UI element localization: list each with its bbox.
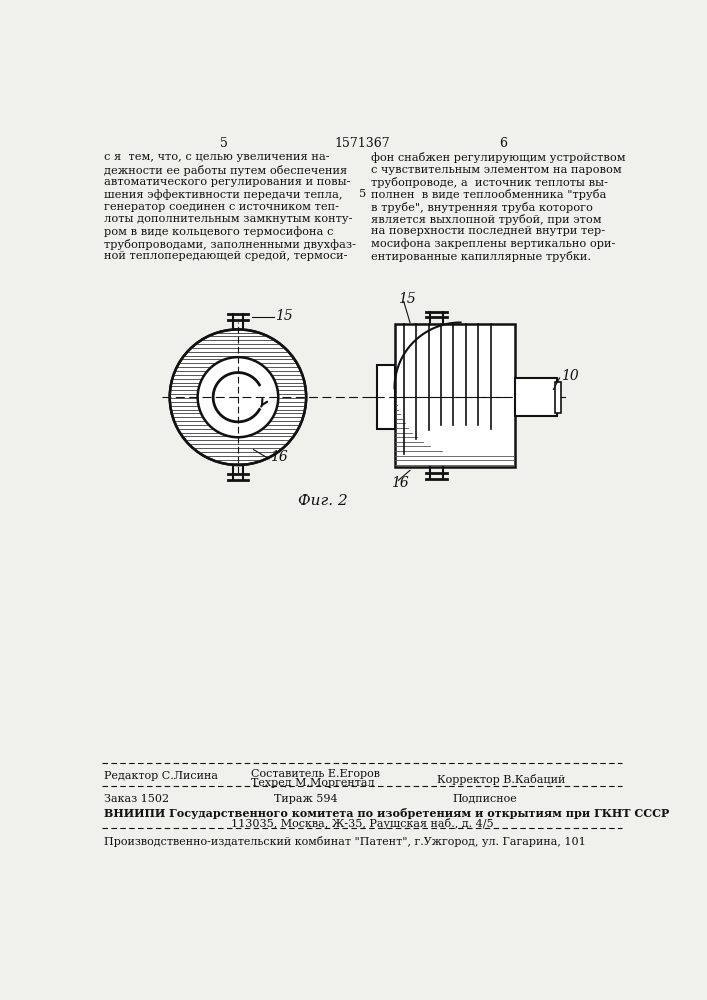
Text: 16: 16 (391, 476, 409, 490)
Text: ентированные капиллярные трубки.: ентированные капиллярные трубки. (371, 251, 591, 262)
Text: 15: 15 (275, 309, 293, 323)
Text: трубопроводами, заполненными двухфаз-: трубопроводами, заполненными двухфаз- (104, 239, 356, 250)
Text: ВНИИПИ Государственного комитета по изобретениям и открытиям при ГКНТ СССР: ВНИИПИ Государственного комитета по изоб… (104, 808, 669, 819)
Text: 10: 10 (561, 369, 579, 383)
Text: 6: 6 (499, 137, 507, 150)
Text: 1571367: 1571367 (334, 137, 390, 150)
Text: фон снабжен регулирующим устройством: фон снабжен регулирующим устройством (371, 152, 626, 163)
Bar (395, 324, 515, 466)
Text: Подписное: Подписное (452, 794, 518, 804)
Text: с чувствительным элементом на паровом: с чувствительным элементом на паровом (371, 165, 622, 175)
Circle shape (198, 357, 279, 437)
Text: Фиг. 2: Фиг. 2 (298, 494, 347, 508)
Bar (555, 382, 561, 413)
Text: лоты дополнительным замкнутым конту-: лоты дополнительным замкнутым конту- (104, 214, 352, 224)
Text: ром в виде кольцевого термосифона с: ром в виде кольцевого термосифона с (104, 226, 333, 237)
Text: в трубе", внутренняя труба которого: в трубе", внутренняя труба которого (371, 202, 593, 213)
Text: с я  тем, что, с целью увеличения на-: с я тем, что, с целью увеличения на- (104, 152, 329, 162)
Text: Редактор С.Лисина: Редактор С.Лисина (104, 771, 218, 781)
Text: генератор соединен с источником теп-: генератор соединен с источником теп- (104, 202, 339, 212)
Bar (515, 378, 557, 416)
Text: шения эффективности передачи тепла,: шения эффективности передачи тепла, (104, 189, 342, 200)
Text: 113035, Москва, Ж-35, Раушская наб., д. 4/5: 113035, Москва, Ж-35, Раушская наб., д. … (231, 818, 494, 829)
Text: Техред М.Моргентал: Техред М.Моргентал (251, 778, 375, 788)
Text: автоматического регулирования и повы-: автоматического регулирования и повы- (104, 177, 351, 187)
Text: Тираж 594: Тираж 594 (274, 794, 338, 804)
Text: 16: 16 (271, 450, 288, 464)
Text: Корректор В.Кабаций: Корректор В.Кабаций (437, 774, 566, 785)
Text: Составитель Е.Егоров: Составитель Е.Егоров (251, 769, 380, 779)
Text: ной теплопередающей средой, термоси-: ной теплопередающей средой, термоси- (104, 251, 347, 261)
Text: Заказ 1502: Заказ 1502 (104, 794, 169, 804)
Text: 5: 5 (358, 189, 366, 199)
Text: Производственно-издательский комбинат "Патент", г.Ужгород, ул. Гагарина, 101: Производственно-издательский комбинат "П… (104, 836, 585, 847)
Bar (378, 365, 395, 429)
Text: полнен  в виде теплообменника "труба: полнен в виде теплообменника "труба (371, 189, 607, 200)
Text: мосифона закреплены вертикально ори-: мосифона закреплены вертикально ори- (371, 239, 616, 249)
Text: является выхлопной трубой, при этом: является выхлопной трубой, при этом (371, 214, 602, 225)
Text: дежности ее работы путем обеспечения: дежности ее работы путем обеспечения (104, 165, 347, 176)
Circle shape (170, 329, 306, 465)
Text: трубопроводе, а  источник теплоты вы-: трубопроводе, а источник теплоты вы- (371, 177, 608, 188)
Text: на поверхности последней внутри тер-: на поверхности последней внутри тер- (371, 226, 605, 236)
Text: 5: 5 (220, 137, 228, 150)
Text: 15: 15 (398, 292, 416, 306)
